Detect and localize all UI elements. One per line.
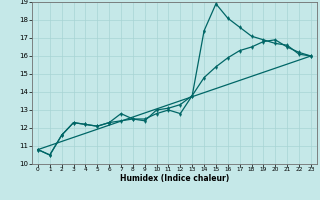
X-axis label: Humidex (Indice chaleur): Humidex (Indice chaleur) <box>120 174 229 183</box>
